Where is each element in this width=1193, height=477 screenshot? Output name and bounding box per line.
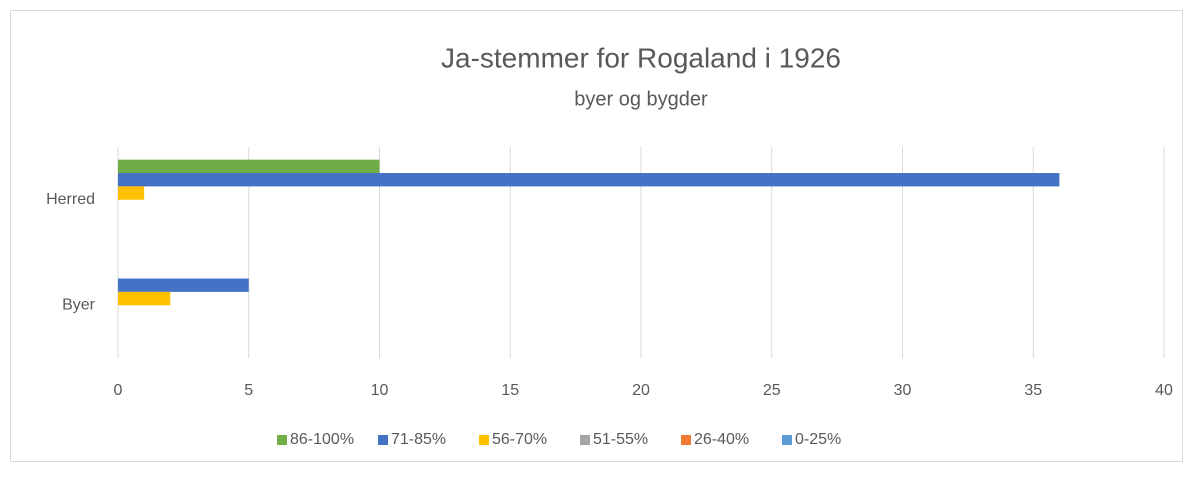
bar [118,278,249,292]
y-tick-label: Byer [62,296,96,313]
legend-label: 56-70% [492,431,547,448]
legend-swatch [378,435,388,445]
x-tick-label: 0 [114,382,123,399]
x-tick-label: 30 [894,382,912,399]
x-tick-label: 5 [244,382,253,399]
legend-swatch [681,435,691,445]
chart-title: Ja-stemmer for Rogaland i 1926 [441,42,841,73]
legend-label: 86-100% [290,431,354,448]
chart-border [10,10,1183,462]
x-tick-label: 40 [1155,382,1173,399]
x-tick-label: 15 [501,382,519,399]
x-tick-label: 20 [632,382,650,399]
legend-label: 0-25% [795,431,841,448]
chart-subtitle: byer og bygder [574,88,708,110]
legend-label: 26-40% [694,431,749,448]
x-tick-label: 10 [371,382,389,399]
bar [118,173,1060,187]
x-tick-label: 25 [763,382,781,399]
x-tick-label: 35 [1024,382,1042,399]
bar [118,291,171,306]
bar [118,186,145,200]
legend-swatch [580,435,590,445]
bar [118,159,380,174]
legend-label: 71-85% [391,431,446,448]
y-tick-label: Herred [46,191,95,208]
legend-swatch [277,435,287,445]
legend-swatch [479,435,489,445]
legend-label: 51-55% [593,431,648,448]
legend-swatch [782,435,792,445]
